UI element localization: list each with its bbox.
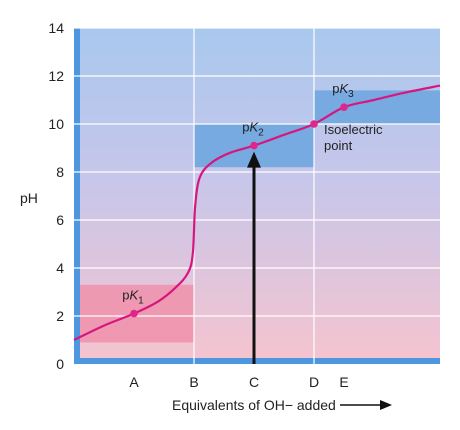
y-tick-10: 10	[48, 116, 64, 132]
pk3-point	[340, 103, 348, 111]
y-tick-0: 0	[56, 356, 64, 372]
y-axis-band	[74, 28, 80, 364]
x-tick-D: D	[309, 374, 319, 390]
isoelectric-label-line2: point	[324, 138, 353, 153]
y-axis-label: pH	[20, 190, 38, 206]
pk2-point	[250, 141, 258, 150]
x-tick-labels: A B C D E	[129, 374, 348, 390]
grid-lines	[74, 27, 440, 364]
x-tick-A: A	[129, 374, 139, 390]
x-tick-C: C	[249, 374, 259, 390]
buffer-region-3	[314, 90, 440, 124]
pk3-label: pK3	[332, 81, 354, 100]
y-tick-2: 2	[56, 308, 64, 324]
pk1-label: pK1	[122, 288, 144, 307]
y-tick-12: 12	[48, 68, 64, 84]
key-points: pK1 pK2 pK3	[122, 81, 354, 318]
y-tick-6: 6	[56, 212, 64, 228]
isoelectric-point	[310, 120, 318, 128]
y-tick-8: 8	[56, 164, 64, 180]
x-axis-band	[74, 358, 440, 364]
y-tick-labels: 0 2 4 6 8 10 12 14	[48, 20, 64, 372]
isoelectric-label-line1: Isoelectric	[324, 122, 383, 137]
y-tick-4: 4	[56, 260, 64, 276]
arrow-to-pk2	[247, 151, 261, 364]
x-axis-arrow	[340, 400, 392, 410]
pk2-label: pK2	[242, 120, 264, 139]
x-axis-label: Equivalents of OH− added	[172, 397, 336, 413]
pk1-point	[130, 309, 138, 318]
x-tick-E: E	[339, 374, 348, 390]
y-tick-14: 14	[48, 20, 64, 36]
x-tick-B: B	[189, 374, 198, 390]
arrow-head	[247, 151, 261, 168]
